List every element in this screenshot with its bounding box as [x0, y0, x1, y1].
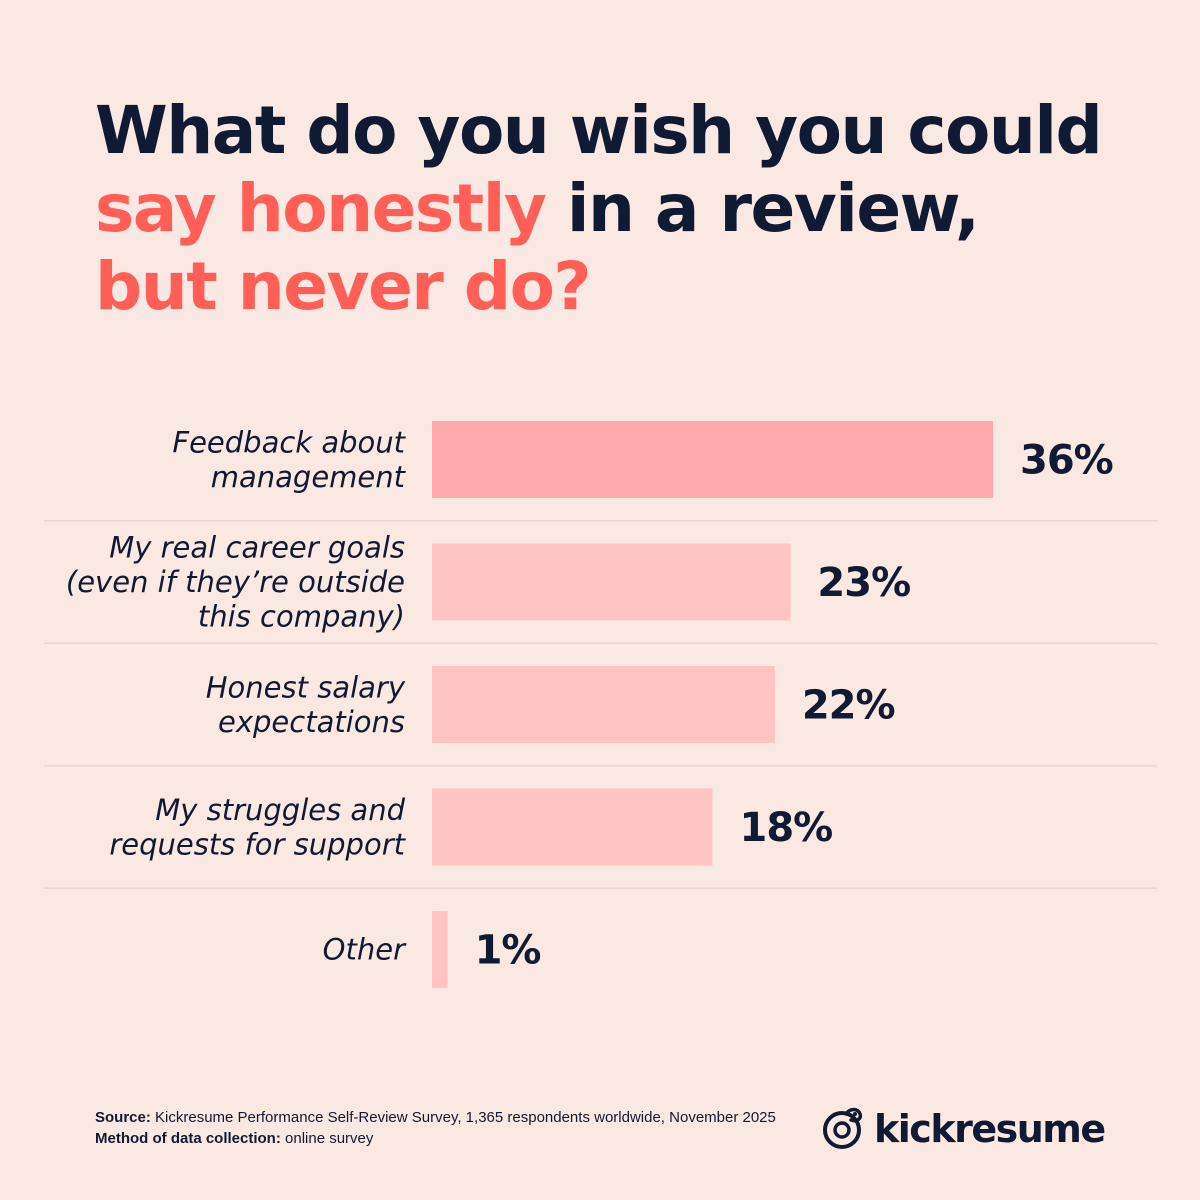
title-line-2: say honestly in a review,: [95, 170, 1155, 248]
kickresume-logo-icon: [823, 1107, 863, 1149]
bar-3: [432, 788, 713, 866]
category-label-3: My struggles and requests for support: [109, 793, 406, 862]
method-text: online survey: [280, 1130, 374, 1147]
source-label: Source:: [95, 1109, 151, 1126]
title-line-2-rest: in a review,: [545, 170, 980, 247]
brand-logo: kickresume: [820, 1104, 1106, 1154]
brand-name: kickresume: [874, 1107, 1106, 1151]
method-line: Method of data collection: online survey: [95, 1128, 776, 1149]
value-label-2: 22%: [802, 683, 895, 729]
bar-1: [432, 543, 791, 621]
title-line-3: but never do?: [95, 248, 592, 325]
method-label: Method of data collection:: [95, 1130, 281, 1147]
chart-title: What do you wish you could say honestly …: [95, 92, 1155, 326]
source-line: Source: Kickresume Performance Self-Revi…: [95, 1107, 776, 1128]
source-text: Kickresume Performance Self-Review Surve…: [150, 1109, 776, 1126]
category-label-2: Honest salary expectations: [206, 670, 406, 739]
category-label-1: My real career goals (even if they’re out…: [66, 531, 405, 634]
bar-2: [432, 666, 775, 743]
category-label-0: Feedback about management: [172, 425, 406, 494]
category-label-4: Other: [323, 933, 407, 967]
value-label-4: 1%: [475, 928, 541, 974]
title-line-1: What do you wish you could: [95, 92, 1103, 169]
title-highlight-say-honestly: say honestly: [95, 170, 547, 247]
value-label-3: 18%: [740, 805, 833, 851]
bar-4: [432, 911, 448, 988]
value-label-0: 36%: [1020, 438, 1113, 484]
bar-0: [432, 421, 993, 498]
footer: Source: Kickresume Performance Self-Revi…: [95, 1107, 776, 1149]
bar-chart: 36% Feedback about management 23% My real ca…: [44, 421, 1157, 988]
value-label-1: 23%: [817, 560, 910, 606]
